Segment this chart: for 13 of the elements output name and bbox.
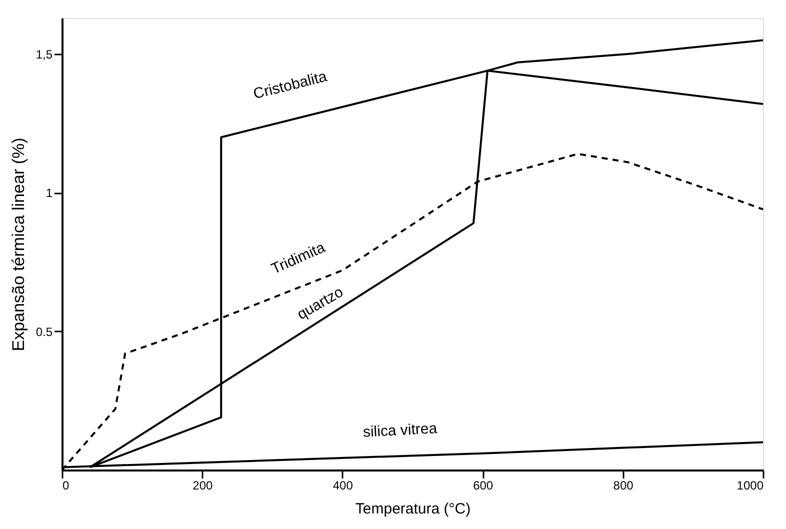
x-tick-label: 600 xyxy=(473,478,494,492)
text: Cristobalita xyxy=(252,68,330,103)
x-tick-label: 0 xyxy=(62,478,70,492)
y-tick-label: 1 xyxy=(46,186,53,200)
x-tick-label: 800 xyxy=(613,478,634,492)
y-axis-title: Expansão térmica linear (%) xyxy=(8,138,28,352)
x-tick-label: 200 xyxy=(192,478,214,492)
x-axis-title: Temperatura (°C) xyxy=(355,500,471,518)
x-tick-label: 1000 xyxy=(736,478,764,492)
y-tick-label: 1,5 xyxy=(36,48,53,62)
x-tick-label: 400 xyxy=(332,478,354,492)
y-tick-label: 0.5 xyxy=(36,324,53,339)
series-label: silica vitrea xyxy=(362,420,438,441)
